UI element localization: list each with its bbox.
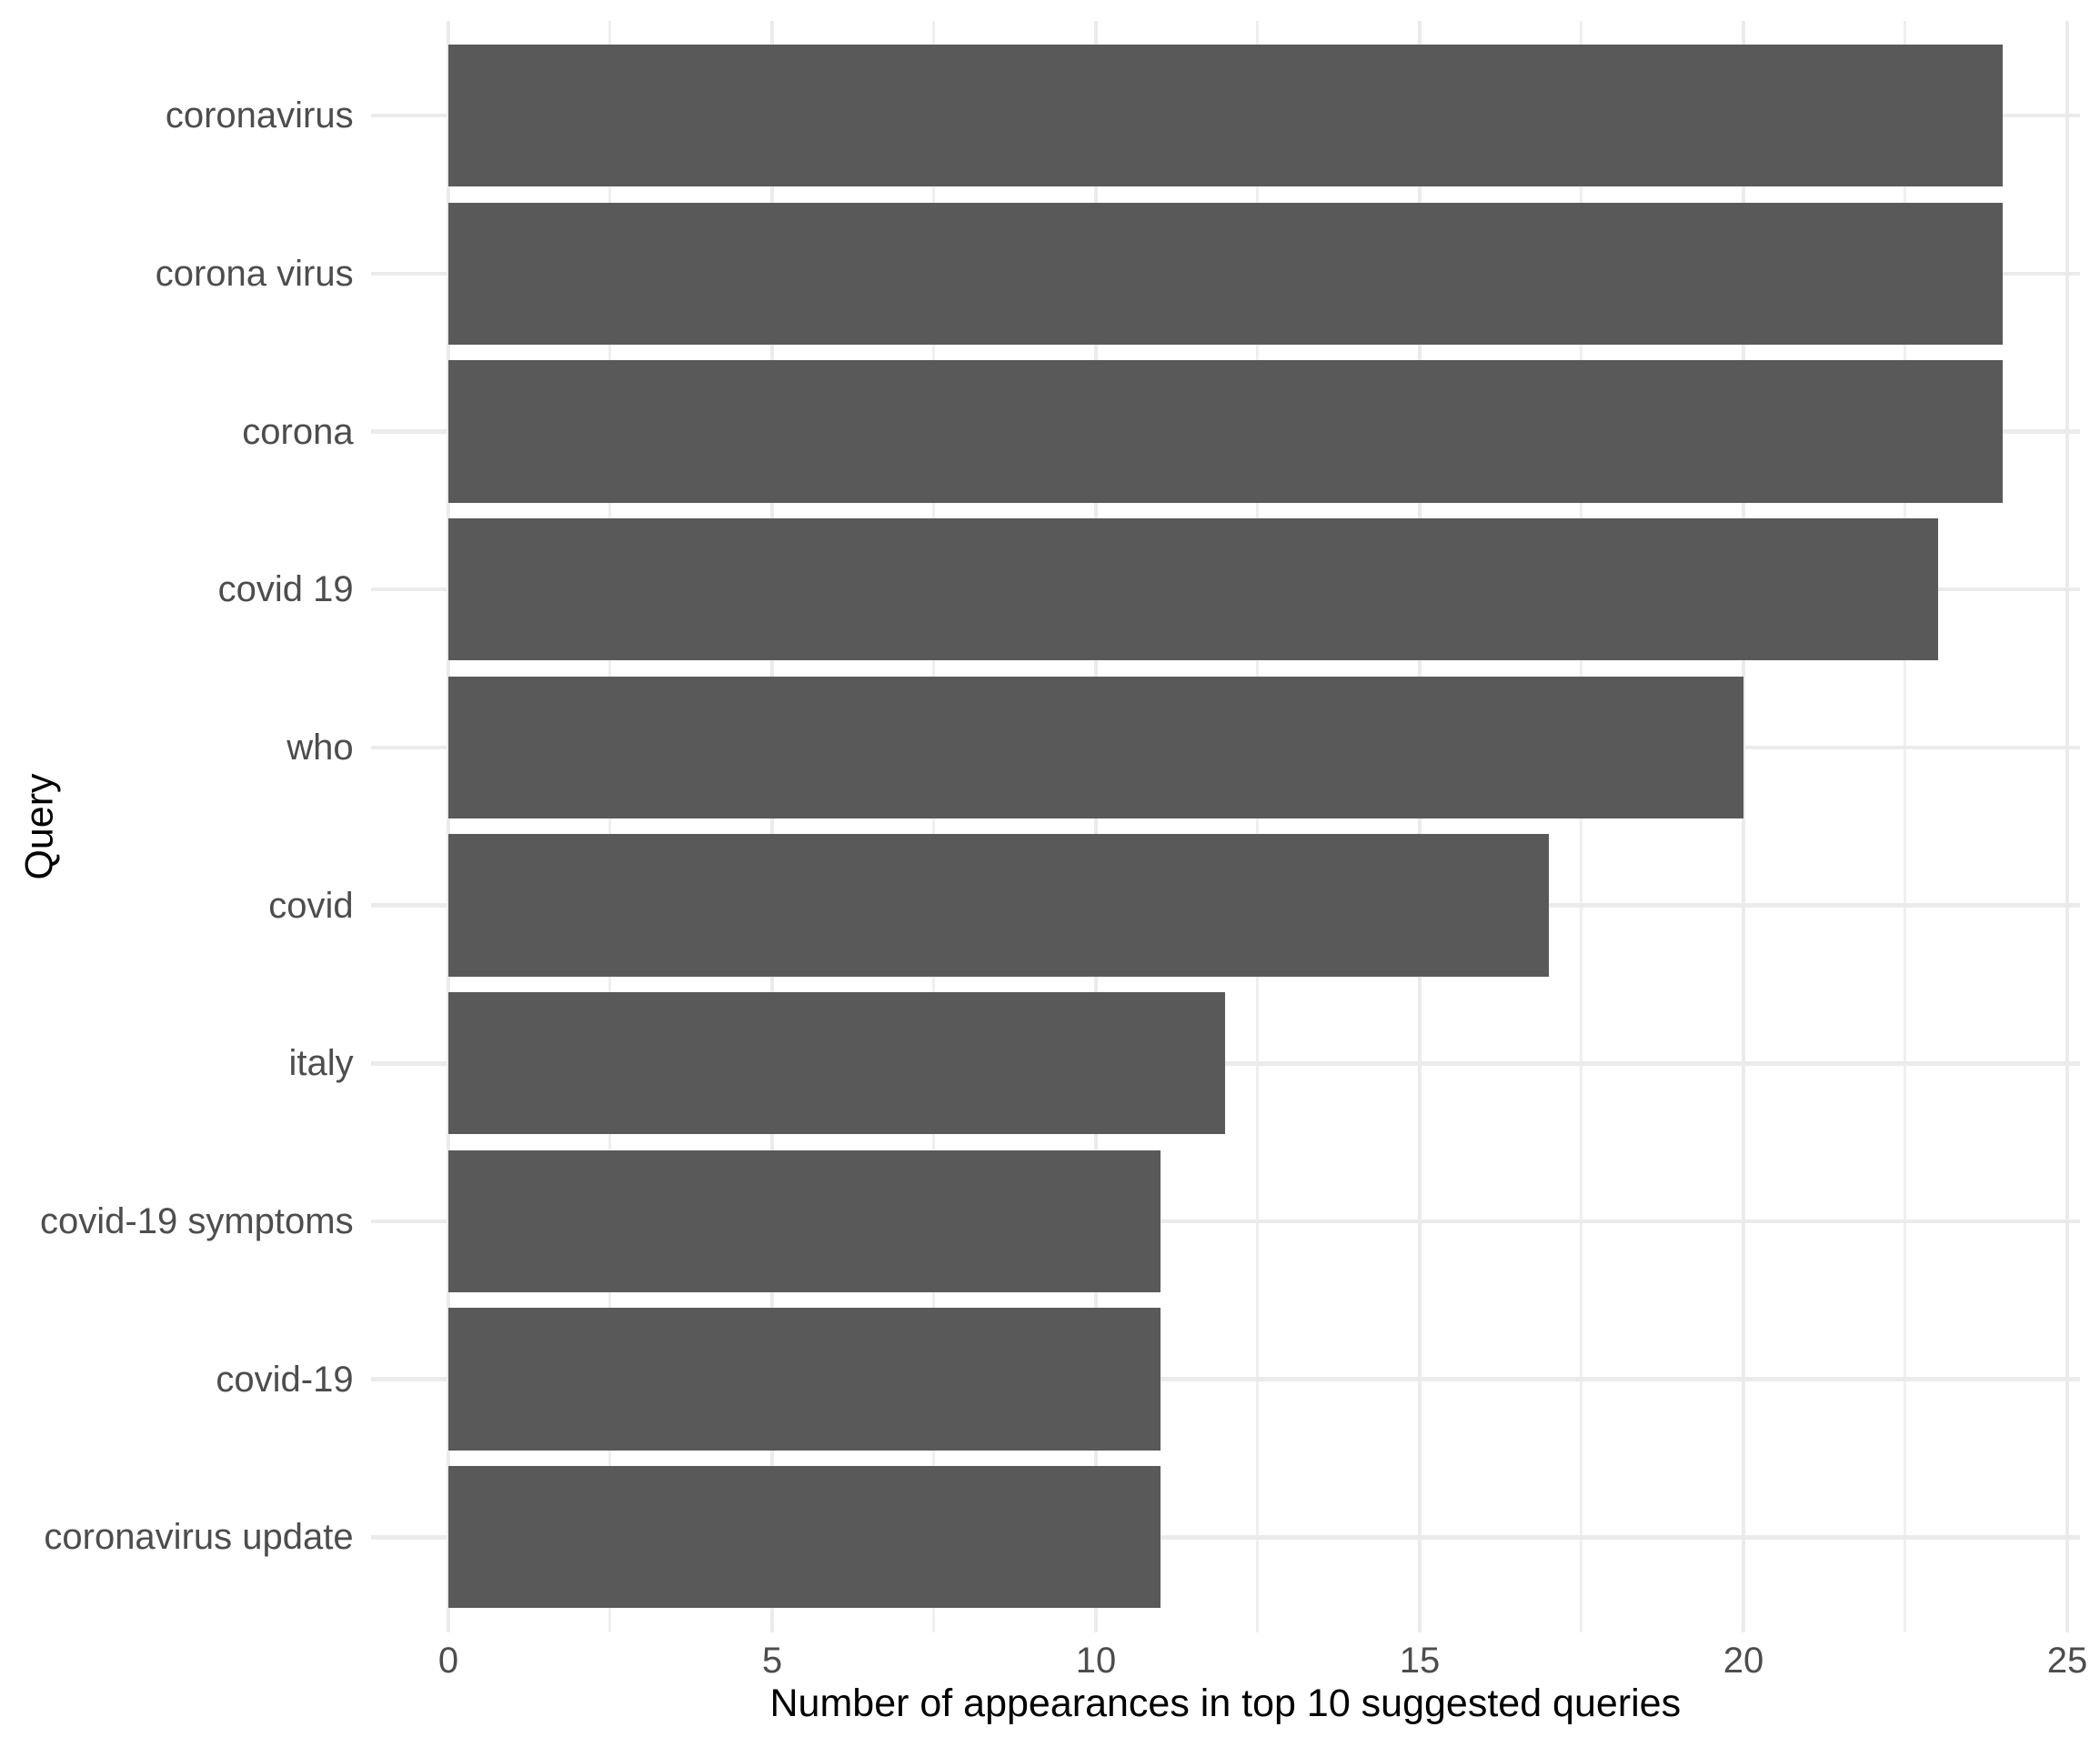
y-tick-label-coronavirus-update: coronavirus update [44,1517,354,1558]
x-tick-label-5: 5 [761,1641,783,1681]
gridline-major-x-5 [769,21,775,1632]
bar-covid [447,834,1550,977]
gridline-major-x-15 [1417,21,1422,1632]
y-axis-title: Query [17,773,62,880]
gridline-minor-x-2.5 [608,21,612,1632]
gridline-minor-x-22.5 [1904,21,1907,1632]
bar-coronavirus-update [447,1466,1161,1609]
bar-who [447,676,1743,819]
x-tick-label-0: 0 [437,1641,459,1681]
gridline-minor-x-17.5 [1580,21,1583,1632]
gridline-major-x-0 [446,21,451,1632]
y-tick-label-italy: italy [288,1043,354,1084]
gridline-major-y [370,1535,2080,1540]
y-tick-label-covid-19: covid-19 [216,1359,354,1400]
y-tick-label-covid-19-symptoms: covid-19 symptoms [40,1200,354,1241]
gridline-major-y [370,1377,2080,1381]
y-tick-label-covid-19: covid 19 [217,569,354,610]
bar-italy [447,992,1226,1135]
x-axis-title: Number of appearances in top 10 suggeste… [769,1682,1682,1725]
gridline-major-x-10 [1093,21,1099,1632]
plot-panel [370,21,2080,1632]
x-tick-label-15: 15 [1399,1641,1441,1681]
y-tick-label-who: who [286,727,354,768]
y-tick-label-corona: corona [242,411,354,452]
gridline-minor-x-7.5 [932,21,936,1632]
bar-covid-19 [447,518,1938,661]
bar-covid-19 [447,1308,1161,1451]
gridline-major-x-20 [1741,21,1746,1632]
x-tick-label-10: 10 [1075,1641,1117,1681]
x-tick-label-20: 20 [1723,1641,1764,1681]
bar-coronavirus [447,45,2003,187]
y-tick-label-coronavirus: coronavirus [165,95,354,136]
bar-corona [447,360,2003,503]
gridline-major-x-25 [2065,21,2070,1632]
gridline-major-y [370,1219,2080,1224]
bar-covid-19-symptoms [447,1150,1161,1293]
y-tick-label-covid: covid [268,885,354,926]
bar-corona-virus [447,202,2003,346]
y-tick-label-corona-virus: corona virus [155,253,354,294]
x-tick-label-25: 25 [2046,1641,2088,1681]
gridline-minor-x-12.5 [1256,21,1260,1632]
